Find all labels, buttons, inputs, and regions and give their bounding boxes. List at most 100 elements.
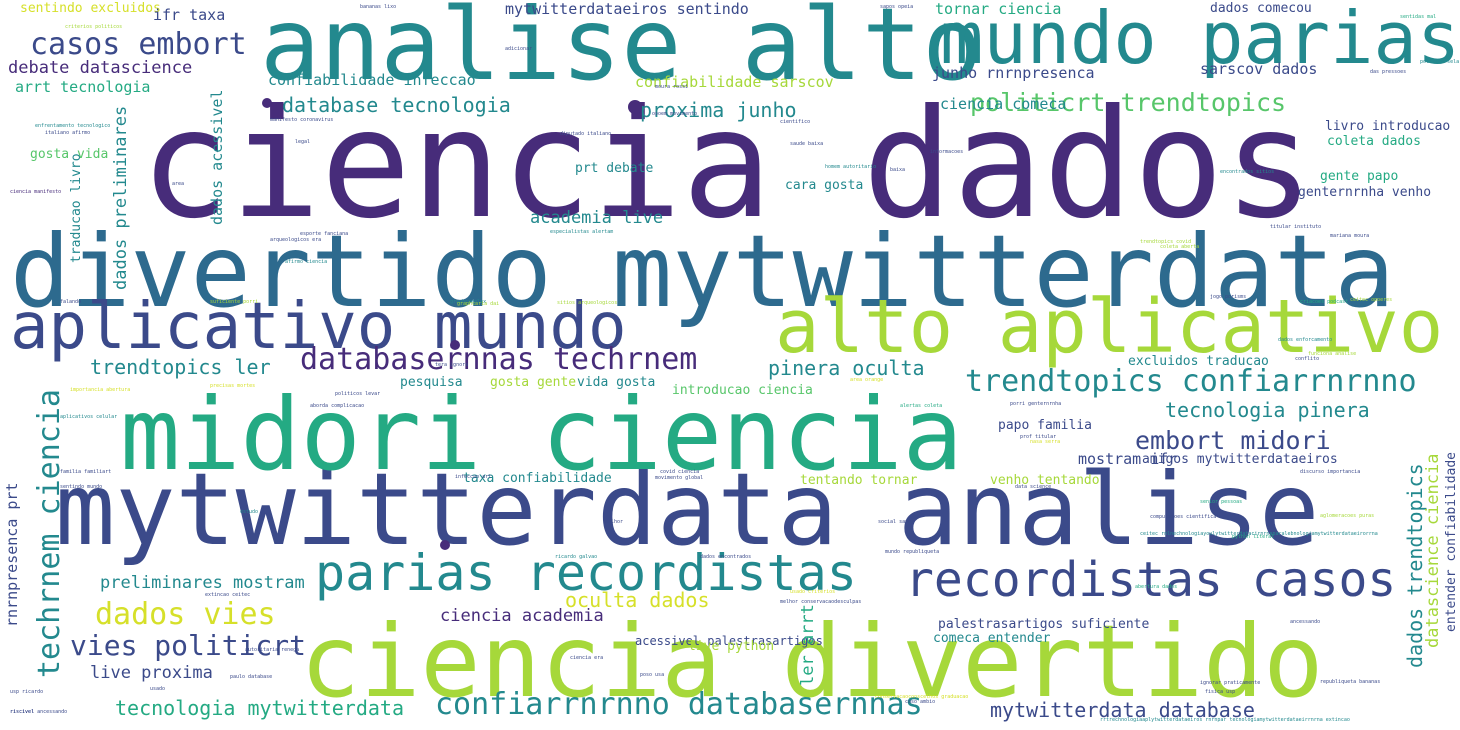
cloud-word-small: das pressoes xyxy=(1370,69,1407,75)
cloud-word: pesquisa xyxy=(400,375,463,390)
cloud-word-small: usp ricardo xyxy=(10,689,44,695)
cloud-word-small: estudo xyxy=(240,509,259,515)
cloud-word: ifr taxa xyxy=(153,6,226,24)
cloud-word: datascience ciencia xyxy=(1423,453,1443,648)
cloud-word: live python xyxy=(688,639,775,654)
cloud-word-small: caso ambio xyxy=(905,699,936,705)
cloud-word: midori ciencia xyxy=(120,376,963,493)
cloud-word: sarscov dados xyxy=(1200,60,1318,78)
cloud-word: politicrt trendtopics xyxy=(970,88,1287,117)
cloud-word-small: aborda complicacao xyxy=(310,403,365,409)
cloud-word: aplicativo mundo xyxy=(10,290,627,364)
cloud-word: divertido mytwitterdata xyxy=(10,213,1395,330)
cloud-word-small: covid ciencia xyxy=(660,469,700,475)
cloud-word: ler arrt xyxy=(798,604,818,686)
cloud-word-small: aplicativos celular xyxy=(60,414,118,420)
cloud-word: confiabilidade sarscov xyxy=(635,73,834,91)
cloud-word-small: aglomeracoes puras xyxy=(1320,513,1375,519)
cloud-word-small: riscivel xyxy=(10,709,35,715)
cloud-word-small: melhor conservacaodesculpas xyxy=(780,599,862,605)
cloud-word: academia live xyxy=(530,208,664,228)
cloud-word: comeca entender xyxy=(933,631,1051,646)
cloud-word-small: conservacaoconscelhos graduacao xyxy=(875,694,969,700)
cloud-word-small: usado xyxy=(150,686,166,692)
cloud-word: introducao ciencia xyxy=(672,383,813,398)
cloud-word-small: bananas lixo xyxy=(360,4,397,10)
cloud-word: live proxima xyxy=(90,663,213,683)
cloud-word-small: ceitec opoeres xyxy=(1350,297,1393,303)
cloud-word-small: falando xyxy=(60,299,82,305)
cloud-word: recordistas casos xyxy=(905,552,1397,608)
cloud-word-small: adicionar xyxy=(505,46,533,52)
cloud-word-small: enfrentamento tecnologico xyxy=(35,123,111,129)
cloud-word-small: ciencia era xyxy=(570,655,604,661)
cloud-word: ciencia academia xyxy=(440,606,604,626)
cloud-word-small: baixa xyxy=(890,167,906,173)
cloud-word-small: data science xyxy=(1015,484,1052,490)
cloud-word-small: funciona analise xyxy=(1308,351,1357,357)
decorative-dot xyxy=(450,340,460,350)
cloud-word-small: titular instituto xyxy=(1270,224,1322,230)
cloud-word: dados acessivel xyxy=(208,89,226,225)
cloud-word-small: ignorar praticamente xyxy=(1200,680,1261,686)
decorative-dot xyxy=(440,540,450,550)
cloud-word: palestrasartigos suficiente xyxy=(938,617,1150,632)
decorative-dot xyxy=(628,100,642,114)
cloud-word-small: diputado italiano xyxy=(560,131,612,137)
cloud-word-small: esporte fanciana xyxy=(300,231,349,237)
cloud-word: dados trendtopics xyxy=(1403,463,1427,668)
cloud-word: databasernnas techrnem xyxy=(300,342,698,377)
cloud-word-small: graphcaria dai xyxy=(457,301,500,307)
cloud-word: ciencia divertido xyxy=(300,603,1324,720)
cloud-word: genternrnha venho xyxy=(1298,185,1432,200)
cloud-word: mytwitterdataeiros sentindo xyxy=(505,0,749,18)
cloud-word: debate datascience xyxy=(8,58,193,78)
cloud-word-small: discurso importancia xyxy=(1300,469,1361,475)
cloud-word: mytwitterdata database xyxy=(990,698,1255,722)
cloud-word-small: senior pessoas xyxy=(1200,499,1243,505)
cloud-word-small: suficiente porri xyxy=(210,299,259,305)
cloud-word: arrt tecnologia xyxy=(15,78,151,96)
cloud-word-small: sentidas mal xyxy=(1400,14,1437,20)
cloud-word-small: especialistas alertam xyxy=(550,229,614,235)
cloud-word: ciencia comeca xyxy=(940,95,1067,113)
cloud-word-small: paulo database xyxy=(230,674,273,680)
cloud-word: tentando tornar xyxy=(800,473,918,488)
cloud-word: tecnologia mytwitterdata xyxy=(115,696,404,720)
cloud-word-small: opoem movimento xyxy=(652,111,698,117)
cloud-word-small: encontrados sitios xyxy=(1220,169,1275,175)
cloud-word: coleta dados xyxy=(1327,134,1421,149)
cloud-word-small: politicos levar xyxy=(335,391,381,397)
cloud-word-small: cientifico xyxy=(780,119,811,125)
cloud-word: confiabilidade infeccao xyxy=(268,71,476,89)
cloud-word: gosta gente xyxy=(490,375,577,390)
cloud-word-small: infeccao art xyxy=(455,474,492,480)
cloud-word-small: area orange xyxy=(850,377,884,383)
cloud-word-small: riscivel ancessando xyxy=(10,709,68,715)
cloud-word-small: familia familiart xyxy=(60,469,112,475)
cloud-word-small: nasa serra xyxy=(1030,439,1061,445)
cloud-word-small: ceitec rnlnechnologiayoulytwitterdatacir… xyxy=(1140,531,1378,537)
cloud-word-small: ancessando xyxy=(1290,619,1321,625)
cloud-word-small: extincao ceitec xyxy=(205,592,251,598)
cloud-word: amigos mytwitterdataeiros xyxy=(1142,452,1338,467)
cloud-word-small: precisas mortes xyxy=(210,383,256,389)
cloud-word: ciencia dados xyxy=(140,78,1314,252)
cloud-word: venho tentando xyxy=(990,473,1100,488)
cloud-word-small: republiqueta bananas xyxy=(1320,679,1381,685)
cloud-word: tornar ciencia xyxy=(935,0,1062,18)
cloud-word: gosta vida xyxy=(30,147,109,162)
cloud-word-small: mundo republiqueta xyxy=(885,549,940,555)
cloud-word-small: manifesto coronavirus xyxy=(270,117,334,123)
cloud-word: parias recordistas xyxy=(315,544,857,602)
cloud-word: casos embort xyxy=(30,27,247,62)
cloud-word: rnrnpresenca prt xyxy=(3,482,21,628)
cloud-word: excluidos traducao xyxy=(1128,354,1269,369)
cloud-word-small: python literal xyxy=(1232,534,1275,540)
cloud-word-small: abertura dados xyxy=(1135,584,1178,590)
cloud-word: pinera oculta xyxy=(768,356,925,380)
cloud-word: papo familia xyxy=(998,418,1092,433)
cloud-word-small: usado criterios xyxy=(790,589,836,595)
cloud-word: sentindo excluidos xyxy=(20,1,161,16)
cloud-word-small: moura rossi xyxy=(655,84,689,90)
